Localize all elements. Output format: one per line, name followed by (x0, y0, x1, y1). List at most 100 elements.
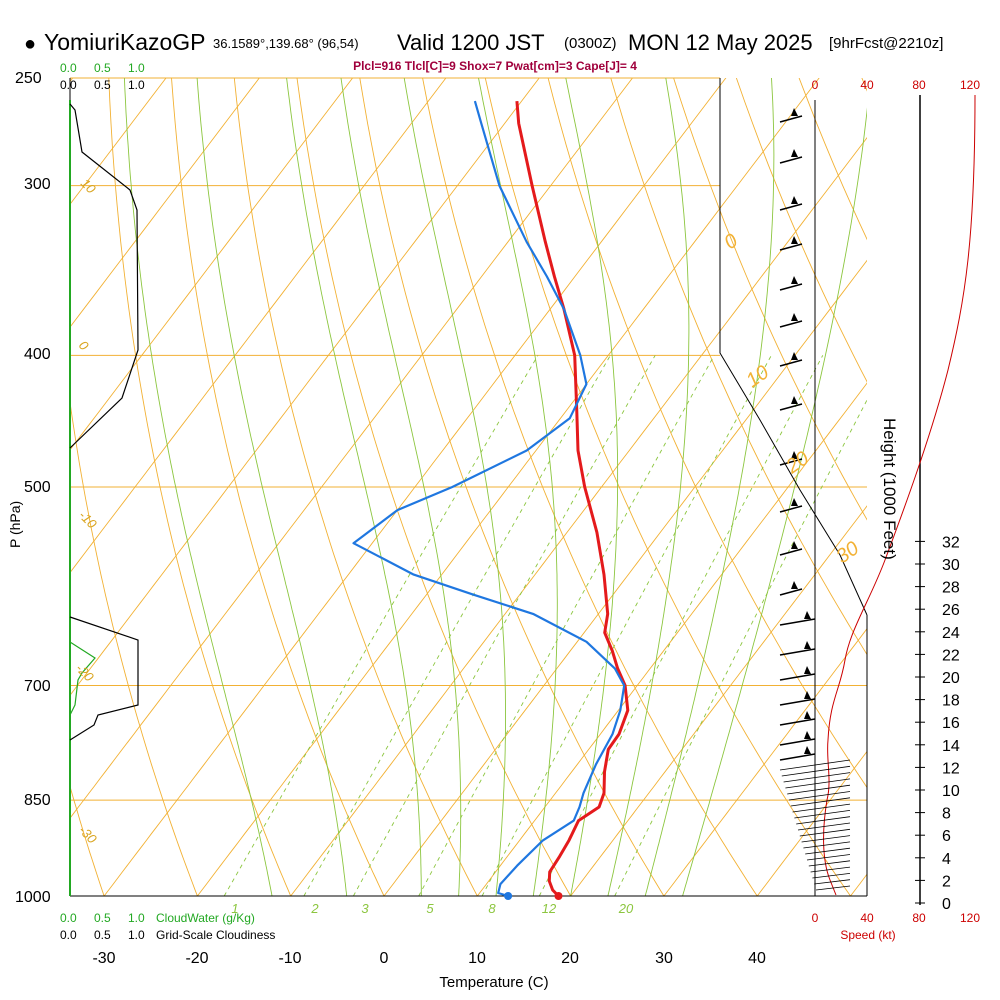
surface-dewpoint-dot (504, 892, 513, 900)
wind-barb-flag (804, 746, 811, 754)
cloudiness-profile-lower (69, 616, 139, 741)
pressure-tick-300: 300 (24, 176, 51, 193)
mixing-ratio-1 (223, 355, 539, 896)
height-label-16: 16 (942, 715, 960, 732)
wind-barb-flag (791, 352, 798, 360)
height-label-28: 28 (942, 580, 960, 597)
wind-barb-lower (803, 841, 851, 849)
speed-scale-bottom: 0 40 80 120 Speed (kt) (812, 911, 981, 942)
dry-adiabat-30 (359, 78, 665, 896)
wind-barb-shaft (779, 115, 803, 123)
height-label-32: 32 (942, 534, 960, 551)
mixing-ratio-label-12: 12 (542, 901, 557, 916)
cl-top-05: 0.5 (94, 78, 111, 92)
cw-top-05: 0.5 (94, 61, 111, 75)
wind-barb-lower (810, 866, 851, 873)
moist-adiabat--4 (196, 78, 348, 896)
dry-adiabat-90 (735, 78, 867, 383)
station-name: YomiuriKazoGP (44, 29, 206, 55)
cl-bot-05: 0.5 (94, 928, 111, 942)
wind-barb-flag (791, 313, 798, 321)
wind-barb-shaft (779, 156, 803, 164)
moist-adiabat-label-30: 30 (832, 537, 863, 568)
speed-top-120: 120 (960, 78, 980, 92)
height-label-18: 18 (942, 693, 960, 710)
wind-barb-shaft (779, 738, 816, 746)
wind-barb-shaft (779, 359, 803, 367)
height-label-8: 8 (942, 806, 951, 823)
speed-bot-120: 120 (960, 911, 980, 925)
cl-bot-0: 0.0 (60, 928, 77, 942)
station-coords: 36.1589°,139.68° (96,54) (213, 36, 359, 51)
wind-barb-flag (804, 641, 811, 649)
dry-adiabat-110 (861, 78, 867, 92)
dry-adiabat--10 (108, 78, 292, 896)
temp-tick-30: 30 (655, 950, 673, 967)
wind-barb-shaft (779, 648, 816, 656)
mixing-ratio-lines (223, 355, 867, 896)
height-label-20: 20 (942, 670, 960, 687)
wind-barb-lower (779, 759, 851, 771)
isotherm-10 (476, 382, 867, 896)
wind-barb-flag (804, 731, 811, 739)
cl-top-1: 1.0 (128, 78, 145, 92)
wind-barb-shaft (779, 403, 803, 411)
moist-adiabat-16 (478, 78, 558, 896)
speed-scale-top: 0 40 80 120 (812, 78, 981, 92)
valid-date: MON 12 May 2025 (628, 30, 813, 55)
dry-adiabat-40 (422, 78, 758, 896)
dry-adiabat-label--10: -10 (76, 508, 100, 532)
wind-barb-flag (791, 149, 798, 157)
isotherm--40 (70, 78, 634, 819)
wind-barb-flag (804, 711, 811, 719)
isotherm-20 (570, 505, 867, 896)
surface-temperature-dot (554, 892, 563, 900)
wind-barb-lower (805, 847, 851, 855)
wind-barb-shaft (779, 618, 816, 626)
wind-barb-flag (791, 581, 798, 589)
moist-adiabat-28 (644, 78, 775, 896)
cl-top-0: 0.0 (60, 78, 77, 92)
moist-adiabat-label-10: 10 (742, 361, 773, 392)
valid-time: Valid 1200 JST (397, 30, 545, 55)
height-label-0: 0 (942, 896, 951, 913)
dry-adiabat--40 (0, 54, 20, 925)
wind-barb-lower (794, 810, 851, 819)
dry-adiabat-130 (976, 54, 1000, 925)
isotherm--80 (70, 78, 260, 328)
cloud-scale-bottom: 0.0 0.5 1.0 CloudWater (g/Kg) 0.0 0.5 1.… (60, 911, 275, 942)
stability-indices: Plcl=916 Tlcl[C]=9 Shox=7 Pwat[cm]=3 Cap… (353, 59, 637, 73)
dry-adiabat--30 (70, 784, 105, 896)
wind-barbs (779, 108, 851, 891)
mixing-ratio-20 (614, 399, 867, 896)
cloudiness-label: Grid-Scale Cloudiness (156, 928, 275, 942)
wind-speed-profile (823, 94, 976, 896)
cw-bot-1: 1.0 (128, 911, 145, 925)
temperature-axis-labels: -30 -20 -10 0 10 20 30 40 (92, 950, 766, 967)
wind-barb-flag (791, 498, 798, 506)
isotherm--10 (290, 137, 867, 896)
wind-barb-shaft (779, 203, 803, 211)
wind-barb-lower (808, 860, 851, 867)
height-label-2: 2 (942, 873, 951, 890)
wind-barb-flag (791, 396, 798, 404)
wind-barb-lower (792, 803, 851, 813)
wind-barb-flag (791, 276, 798, 284)
wind-barb-lower (815, 885, 851, 891)
wind-barb-lower (781, 765, 851, 777)
dry-adiabat-50 (484, 78, 852, 896)
temp-tick-neg30: -30 (92, 950, 115, 967)
top-right-boundary (719, 78, 868, 616)
speed-axis-label: Speed (kt) (840, 928, 895, 942)
height-label-30: 30 (942, 557, 960, 574)
speed-bot-0: 0 (812, 911, 819, 925)
temp-tick-20: 20 (561, 950, 579, 967)
cw-bot-05: 0.5 (94, 911, 111, 925)
mixing-ratio-label-2: 2 (310, 901, 319, 916)
wind-barb-shaft (779, 588, 803, 596)
mixing-ratio-label-3: 3 (361, 901, 369, 916)
forecast-info: [9hrFcst@2210z] (829, 35, 943, 52)
dry-adiabat-0 (171, 78, 385, 896)
wind-barb-lower (806, 854, 851, 861)
height-label-6: 6 (942, 828, 951, 845)
